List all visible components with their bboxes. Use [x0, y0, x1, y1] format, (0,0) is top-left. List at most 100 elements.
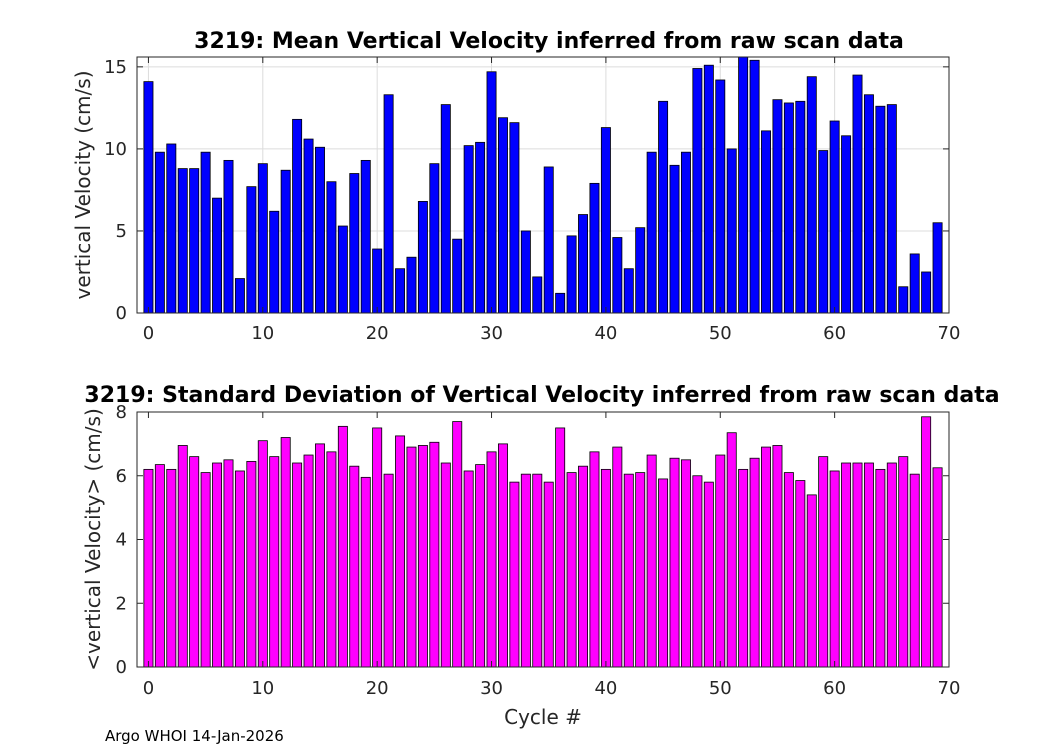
bar-cycle-2: [166, 468, 177, 668]
bar-cycle-23: [406, 256, 417, 314]
bar-cycle-45: [658, 478, 669, 668]
bar-cycle-46: [669, 164, 680, 314]
bar-cycle-11: [269, 210, 280, 314]
bar-cycle-59: [818, 150, 829, 314]
bar-cycle-18: [349, 465, 360, 668]
x-tick-label: 50: [709, 323, 732, 344]
bar-cycle-57: [795, 100, 806, 314]
bar-cycle-30: [486, 71, 497, 314]
bar-cycle-55: [772, 99, 783, 314]
x-tick-label: 40: [594, 323, 617, 344]
bar-cycle-39: [589, 451, 600, 668]
bar-cycle-8: [234, 278, 245, 314]
bar-cycle-66: [898, 286, 909, 314]
bar-cycle-69: [932, 467, 943, 668]
x-tick-label: 30: [480, 323, 503, 344]
bar-cycle-37: [566, 472, 577, 668]
footer-credit: Argo WHOI 14-Jan-2026: [105, 727, 284, 745]
bar-cycle-45: [658, 100, 669, 314]
bar-cycle-31: [497, 443, 508, 668]
bar-cycle-9: [246, 461, 257, 668]
bar-cycle-35: [543, 481, 554, 668]
bar-cycle-3: [177, 445, 188, 668]
bar-cycle-17: [337, 225, 348, 314]
bar-cycle-9: [246, 186, 257, 314]
bar-cycle-51: [726, 148, 737, 314]
bar-cycle-26: [440, 462, 451, 668]
bar-cycle-21: [383, 94, 394, 314]
bar-cycle-65: [886, 104, 897, 314]
y-tick-label: 6: [116, 466, 127, 487]
bar-cycle-59: [818, 456, 829, 668]
bar-cycle-40: [600, 468, 611, 668]
bar-cycle-53: [749, 457, 760, 668]
bar-cycle-10: [257, 440, 268, 668]
chart-title: 3219: Mean Vertical Velocity inferred fr…: [194, 29, 904, 54]
bar-cycle-48: [692, 68, 703, 314]
bar-cycle-13: [292, 462, 303, 668]
bar-cycle-22: [395, 435, 406, 668]
bar-cycle-69: [932, 222, 943, 314]
bar-cycle-20: [372, 248, 383, 314]
bar-cycle-21: [383, 473, 394, 668]
bar-cycle-19: [360, 159, 371, 314]
y-tick-label: 0: [116, 657, 127, 678]
bar-cycle-56: [783, 472, 794, 668]
bar-cycle-51: [726, 432, 737, 668]
bar-cycle-5: [200, 151, 211, 314]
bar-cycle-23: [406, 446, 417, 668]
bar-cycle-41: [612, 446, 623, 668]
bar-cycle-53: [749, 59, 760, 314]
x-tick-label: 40: [594, 678, 617, 699]
bar-cycle-39: [589, 182, 600, 314]
bar-cycle-57: [795, 480, 806, 668]
bar-cycle-64: [875, 468, 886, 668]
bar-cycle-16: [326, 451, 337, 668]
bar-cycle-36: [555, 427, 566, 668]
bar-cycle-48: [692, 475, 703, 668]
bar-cycle-6: [212, 462, 223, 668]
bar-cycle-61: [841, 135, 852, 314]
bar-cycle-49: [703, 481, 714, 668]
y-tick-label: 15: [104, 57, 127, 78]
y-tick-label: 0: [116, 303, 127, 324]
bar-cycle-7: [223, 459, 234, 668]
y-axis-label: vertical Velocity (cm/s): [71, 71, 95, 300]
bar-cycle-54: [761, 130, 771, 314]
bar-cycle-0: [143, 468, 154, 668]
bar-cycle-67: [909, 253, 920, 314]
bar-cycle-55: [772, 445, 783, 668]
bar-cycle-65: [886, 462, 897, 668]
bar-cycle-2: [166, 143, 177, 314]
bar-cycle-10: [257, 163, 268, 314]
bar-cycle-42: [623, 473, 634, 668]
bar-cycle-4: [189, 456, 200, 668]
bar-cycle-29: [475, 141, 486, 314]
x-tick-label: 10: [251, 323, 274, 344]
bar-cycle-0: [143, 81, 154, 314]
bar-cycle-33: [520, 473, 531, 668]
bar-cycle-58: [806, 494, 817, 668]
x-tick-label: 70: [938, 678, 961, 699]
bar-cycle-56: [783, 102, 794, 314]
bar-cycle-30: [486, 451, 497, 668]
bar-cycle-63: [863, 94, 874, 314]
bar-cycle-28: [463, 145, 474, 314]
bar-cycle-8: [234, 470, 245, 668]
bar-cycle-50: [715, 454, 726, 668]
bar-cycle-36: [555, 292, 566, 314]
bar-cycle-22: [395, 268, 406, 314]
bar-cycle-1: [154, 151, 165, 314]
bar-cycle-18: [349, 173, 360, 314]
bar-cycle-44: [646, 454, 657, 668]
bar-cycle-38: [578, 214, 589, 314]
bar-cycle-62: [852, 462, 863, 668]
bar-cycle-6: [212, 197, 223, 314]
bar-cycle-43: [635, 227, 646, 314]
bar-cycle-58: [806, 76, 817, 314]
x-tick-label: 70: [938, 323, 961, 344]
chart-title: 3219: Standard Deviation of Vertical Vel…: [84, 383, 999, 408]
bar-cycle-26: [440, 104, 451, 314]
y-tick-label: 2: [116, 593, 127, 614]
